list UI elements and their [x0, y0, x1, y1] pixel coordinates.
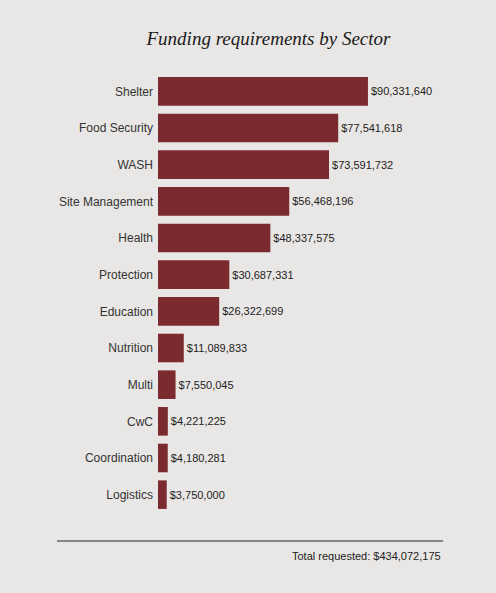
- svg-text:$73,591,732: $73,591,732: [332, 159, 393, 171]
- svg-text:CwC: CwC: [127, 415, 153, 429]
- svg-text:$90,331,640: $90,331,640: [371, 85, 432, 97]
- svg-text:$11,089,833: $11,089,833: [187, 342, 247, 354]
- svg-text:Multi: Multi: [128, 378, 153, 392]
- svg-text:$7,550,045: $7,550,045: [179, 379, 234, 391]
- svg-text:Shelter: Shelter: [115, 85, 153, 99]
- svg-text:Health: Health: [118, 231, 153, 245]
- svg-text:Protection: Protection: [99, 268, 153, 282]
- svg-text:WASH: WASH: [117, 158, 153, 172]
- svg-text:Site Management: Site Management: [59, 195, 154, 209]
- svg-text:Funding requirements by Sector: Funding requirements by Sector: [146, 28, 392, 49]
- svg-text:Education: Education: [100, 305, 153, 319]
- svg-text:$56,468,196: $56,468,196: [292, 195, 353, 207]
- svg-text:$30,687,331: $30,687,331: [232, 269, 293, 281]
- svg-text:Total requested: $434,072,175: Total requested: $434,072,175: [292, 550, 441, 562]
- svg-text:$48,337,575: $48,337,575: [273, 232, 334, 244]
- svg-text:$4,180,281: $4,180,281: [171, 452, 226, 464]
- svg-text:$26,322,699: $26,322,699: [222, 305, 283, 317]
- svg-text:Logistics: Logistics: [106, 488, 153, 502]
- svg-text:$77,541,618: $77,541,618: [341, 122, 402, 134]
- svg-text:Nutrition: Nutrition: [108, 341, 153, 355]
- svg-text:Food Security: Food Security: [79, 121, 153, 135]
- svg-text:$3,750,000: $3,750,000: [170, 489, 225, 501]
- svg-text:$4,221,225: $4,221,225: [171, 415, 226, 427]
- svg-text:Coordination: Coordination: [85, 451, 153, 465]
